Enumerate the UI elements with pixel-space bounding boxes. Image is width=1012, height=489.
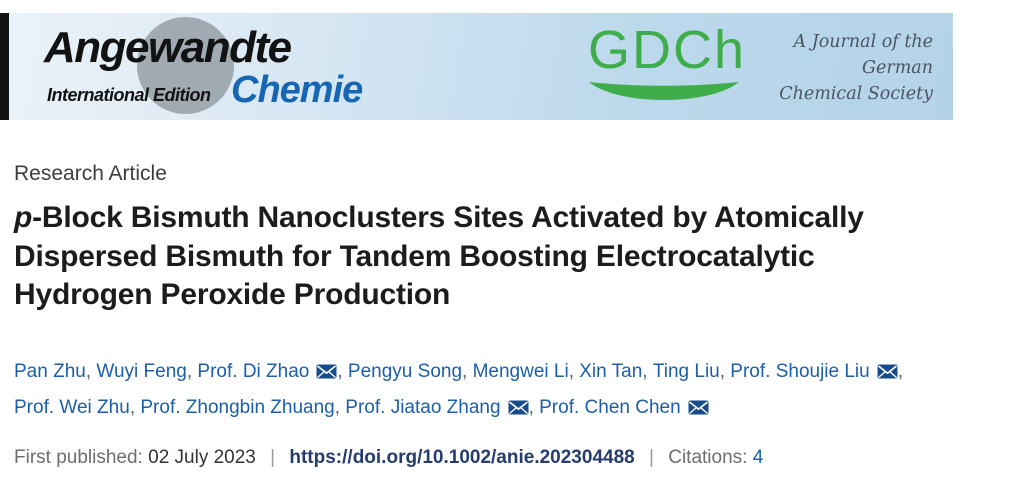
doi-link[interactable]: https://doi.org/10.1002/anie.202304488 xyxy=(289,447,635,468)
author-link[interactable]: Prof. Di Zhao xyxy=(197,361,310,382)
author-separator: , xyxy=(897,361,909,382)
society-tagline-line: A Journal of the xyxy=(793,32,934,52)
author-list: Pan Zhu, Wuyi Feng, Prof. Di Zhao, Pengy… xyxy=(14,355,1012,427)
meta-separator: | xyxy=(270,447,276,468)
author-separator: , xyxy=(528,397,540,418)
author-separator: , xyxy=(334,397,346,418)
society-tagline-line: German xyxy=(862,58,933,78)
email-icon[interactable] xyxy=(316,357,337,391)
author-link[interactable]: Prof. Jiatao Zhang xyxy=(345,397,501,418)
publication-meta: First published: 02 July 2023 | https://… xyxy=(14,447,763,469)
journal-name-chemie: Chemie xyxy=(231,69,363,111)
society-tagline-line: Chemical Society xyxy=(779,84,933,104)
author-link[interactable]: Mengwei Li xyxy=(472,361,569,382)
author-separator: , xyxy=(719,361,731,382)
author-separator: , xyxy=(129,397,141,418)
author-link[interactable]: Prof. Zhongbin Zhuang xyxy=(140,397,335,418)
author-link[interactable]: Ting Liu xyxy=(652,361,720,382)
gdch-arc-icon xyxy=(586,79,742,112)
author-line: Prof. Wei Zhu, Prof. Zhongbin Zhuang, Pr… xyxy=(14,391,1012,427)
author-link[interactable]: Wuyi Feng xyxy=(96,361,187,382)
meta-separator: | xyxy=(649,447,654,468)
author-separator: , xyxy=(186,361,198,382)
author-link[interactable]: Prof. Wei Zhu xyxy=(14,397,130,418)
email-icon[interactable] xyxy=(877,357,898,391)
author-separator: , xyxy=(642,361,653,382)
article-title: p-Block Bismuth Nanoclusters Sites Activ… xyxy=(14,199,994,315)
author-separator: , xyxy=(462,361,473,382)
article-title-line3: Hydrogen Peroxide Production xyxy=(14,278,451,311)
author-separator: , xyxy=(337,361,348,382)
article-type-label: Research Article xyxy=(14,162,167,185)
author-line: Pan Zhu, Wuyi Feng, Prof. Di Zhao, Pengy… xyxy=(14,355,1012,391)
author-link[interactable]: Pengyu Song xyxy=(347,361,463,382)
email-icon[interactable] xyxy=(508,393,529,427)
author-separator: , xyxy=(85,361,97,382)
article-title-line1: p-Block Bismuth Nanoclusters Sites Activ… xyxy=(14,199,994,238)
title-line1-text: -Block Bismuth Nanoclusters Sites Activa… xyxy=(32,201,864,234)
title-italic-prefix: p xyxy=(14,201,33,234)
article-title-line2: Dispersed Bismuth for Tandem Boosting El… xyxy=(14,239,815,273)
author-link[interactable]: Xin Tan xyxy=(579,361,643,382)
email-icon[interactable] xyxy=(688,393,709,427)
journal-name-angewandte: Angewandte xyxy=(44,23,292,72)
banner-left-edge xyxy=(0,13,9,120)
journal-banner[interactable]: Angewandte International Edition Chemie … xyxy=(0,13,953,120)
author-link[interactable]: Pan Zhu xyxy=(14,361,86,382)
society-tagline: A Journal of the German Chemical Society xyxy=(779,29,933,107)
banner-circle-decoration xyxy=(137,17,234,114)
author-link[interactable]: Prof. Chen Chen xyxy=(539,397,681,418)
first-published-label: First published: xyxy=(14,447,143,468)
first-published-date: 02 July 2023 xyxy=(148,447,256,468)
journal-edition-label: International Edition xyxy=(47,85,211,105)
author-separator: , xyxy=(568,361,580,382)
citations-count[interactable]: 4 xyxy=(752,447,764,468)
author-link[interactable]: Prof. Shoujie Liu xyxy=(730,361,870,382)
gdch-logo-text: GDCh xyxy=(588,20,747,80)
citations-label: Citations: xyxy=(668,447,748,468)
